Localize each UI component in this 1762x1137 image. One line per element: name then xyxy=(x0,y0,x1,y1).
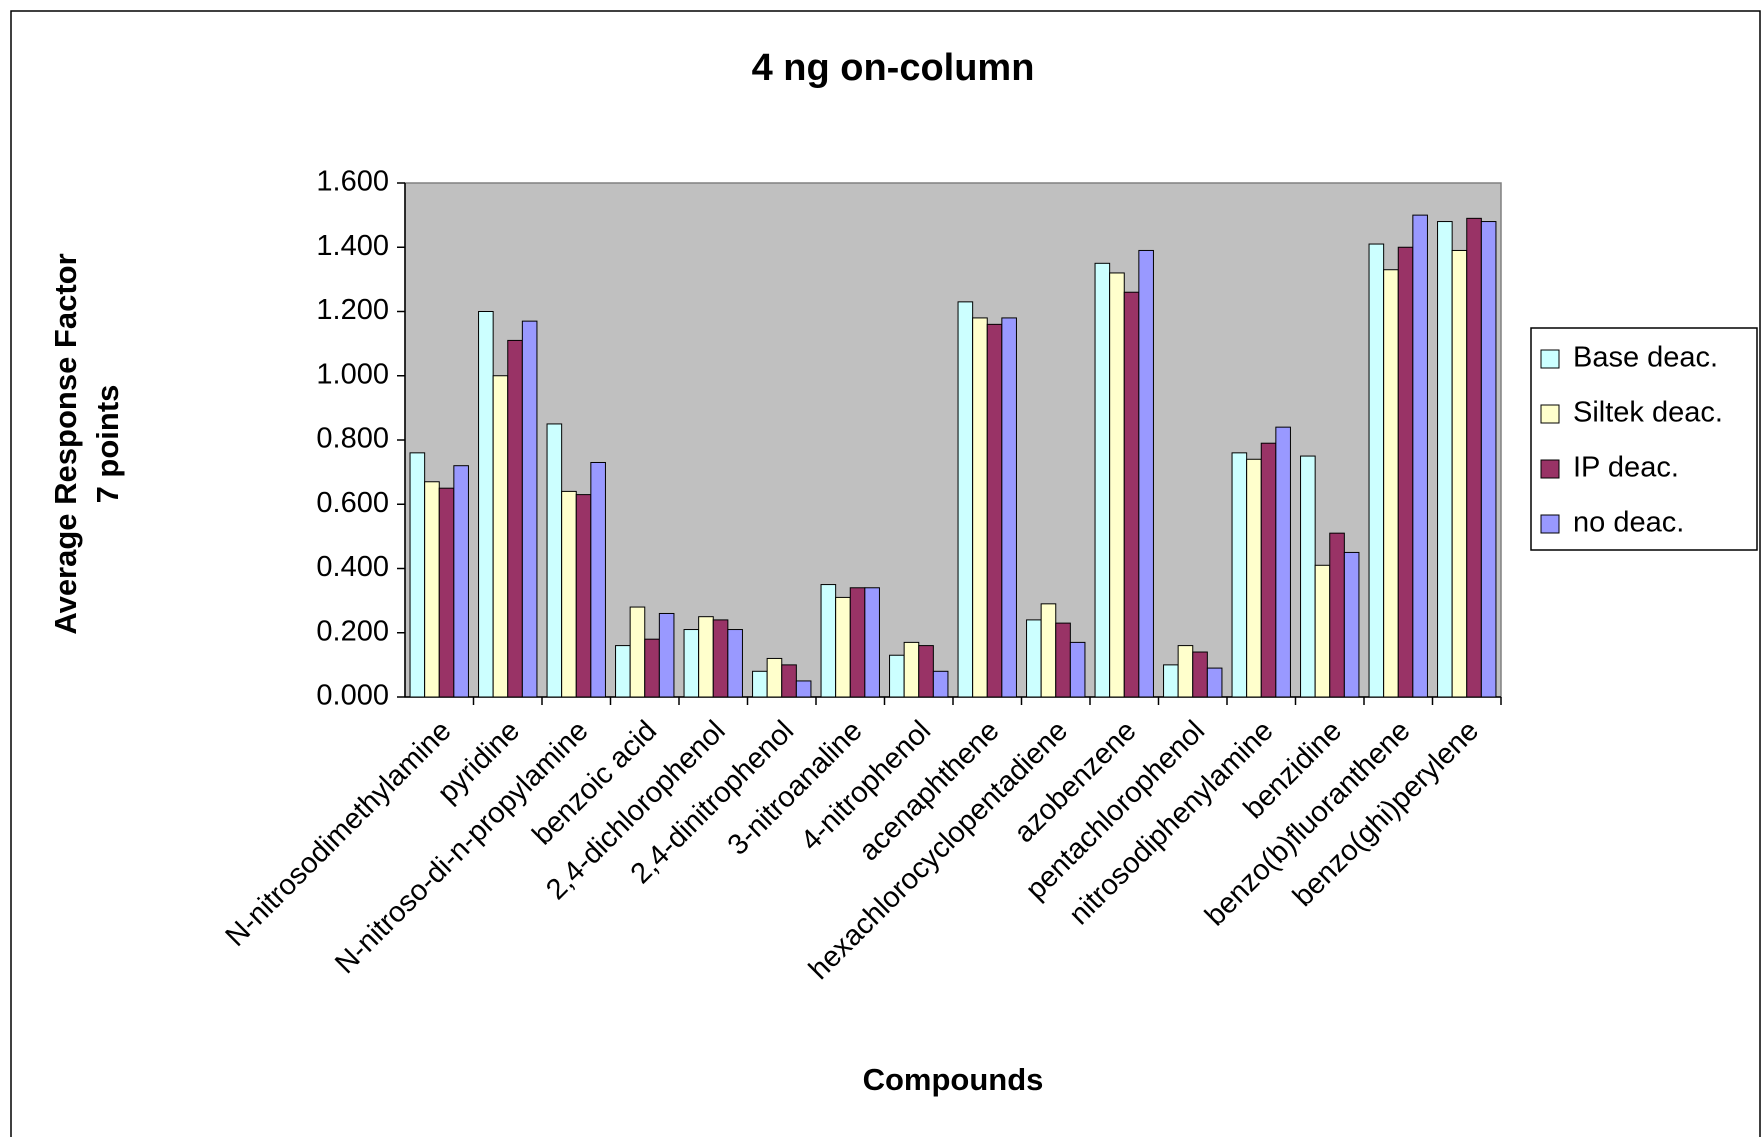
bar xyxy=(658,612,675,698)
y-tick-label: 0.000 xyxy=(316,680,389,712)
legend-box xyxy=(1530,327,1758,551)
bar xyxy=(1206,667,1223,698)
bar xyxy=(507,339,523,698)
legend-swatch xyxy=(1540,349,1560,369)
bar xyxy=(453,465,469,698)
bar xyxy=(835,596,851,698)
bar xyxy=(1138,249,1154,698)
bar xyxy=(957,301,974,698)
y-tick-label: 1.600 xyxy=(316,166,389,198)
bar xyxy=(932,670,949,698)
bar xyxy=(1275,426,1291,698)
y-axis-title: Average Response Factor xyxy=(48,253,83,634)
bar xyxy=(1109,272,1125,698)
bar xyxy=(1055,622,1071,698)
bar xyxy=(409,452,426,698)
bar xyxy=(1466,217,1482,698)
bar xyxy=(1231,452,1248,698)
chart-title: 4 ng on-column xyxy=(752,47,1035,89)
bar xyxy=(1329,532,1345,698)
bar xyxy=(781,664,797,698)
y-tick-label: 0.600 xyxy=(316,487,389,519)
bar xyxy=(1177,645,1194,698)
bar xyxy=(1480,221,1497,698)
bar xyxy=(766,657,783,698)
bar xyxy=(1412,214,1428,698)
bar xyxy=(1192,651,1208,698)
bar xyxy=(521,320,538,698)
legend-swatch xyxy=(1540,514,1560,534)
bar xyxy=(424,481,440,698)
bar xyxy=(1163,664,1179,698)
bar xyxy=(1069,641,1086,698)
legend-label: IP deac. xyxy=(1573,452,1679,484)
bar xyxy=(889,654,905,698)
bar xyxy=(864,587,880,698)
bar xyxy=(972,317,988,698)
bar xyxy=(795,680,812,698)
bar xyxy=(712,619,729,698)
bar xyxy=(1314,564,1331,698)
bar xyxy=(1026,619,1042,698)
bar xyxy=(727,629,743,698)
y-tick-label: 1.000 xyxy=(316,358,389,390)
bar xyxy=(1260,442,1277,698)
bar xyxy=(1343,551,1360,698)
bar xyxy=(478,311,494,698)
bar xyxy=(546,423,563,698)
bar xyxy=(698,616,714,698)
x-axis-title: Compounds xyxy=(863,1062,1044,1097)
y-tick-label: 0.400 xyxy=(316,551,389,583)
bar xyxy=(1094,262,1111,698)
bar xyxy=(590,461,606,698)
bar xyxy=(1300,455,1316,698)
legend-label: Base deac. xyxy=(1573,342,1718,374)
bar xyxy=(575,494,592,698)
legend-label: Siltek deac. xyxy=(1573,397,1723,429)
bar xyxy=(1451,249,1468,698)
y-tick-label: 0.800 xyxy=(316,423,389,455)
bar xyxy=(849,587,866,698)
bar xyxy=(1001,317,1017,698)
bar xyxy=(903,641,920,698)
bar xyxy=(1040,603,1057,698)
bar xyxy=(1246,458,1262,698)
y-axis-title: 7 points xyxy=(90,385,125,504)
bar xyxy=(1368,243,1385,698)
bar xyxy=(1383,269,1399,698)
bar xyxy=(492,375,509,698)
y-tick-label: 0.200 xyxy=(316,615,389,647)
bar xyxy=(918,645,934,698)
y-tick-label: 1.400 xyxy=(316,230,389,262)
bar xyxy=(1123,291,1140,698)
bar xyxy=(752,670,768,698)
bar xyxy=(644,638,660,698)
y-tick-label: 1.200 xyxy=(316,294,389,326)
bar xyxy=(629,606,646,698)
bar xyxy=(561,490,577,698)
bar xyxy=(986,323,1003,698)
legend-swatch xyxy=(1540,404,1560,424)
bar xyxy=(615,645,631,698)
legend-label: no deac. xyxy=(1573,507,1684,539)
bar xyxy=(1437,221,1453,698)
bar xyxy=(683,629,700,698)
bar xyxy=(1397,246,1414,698)
bar xyxy=(438,487,455,698)
bar xyxy=(820,584,837,698)
legend-swatch xyxy=(1540,459,1560,479)
